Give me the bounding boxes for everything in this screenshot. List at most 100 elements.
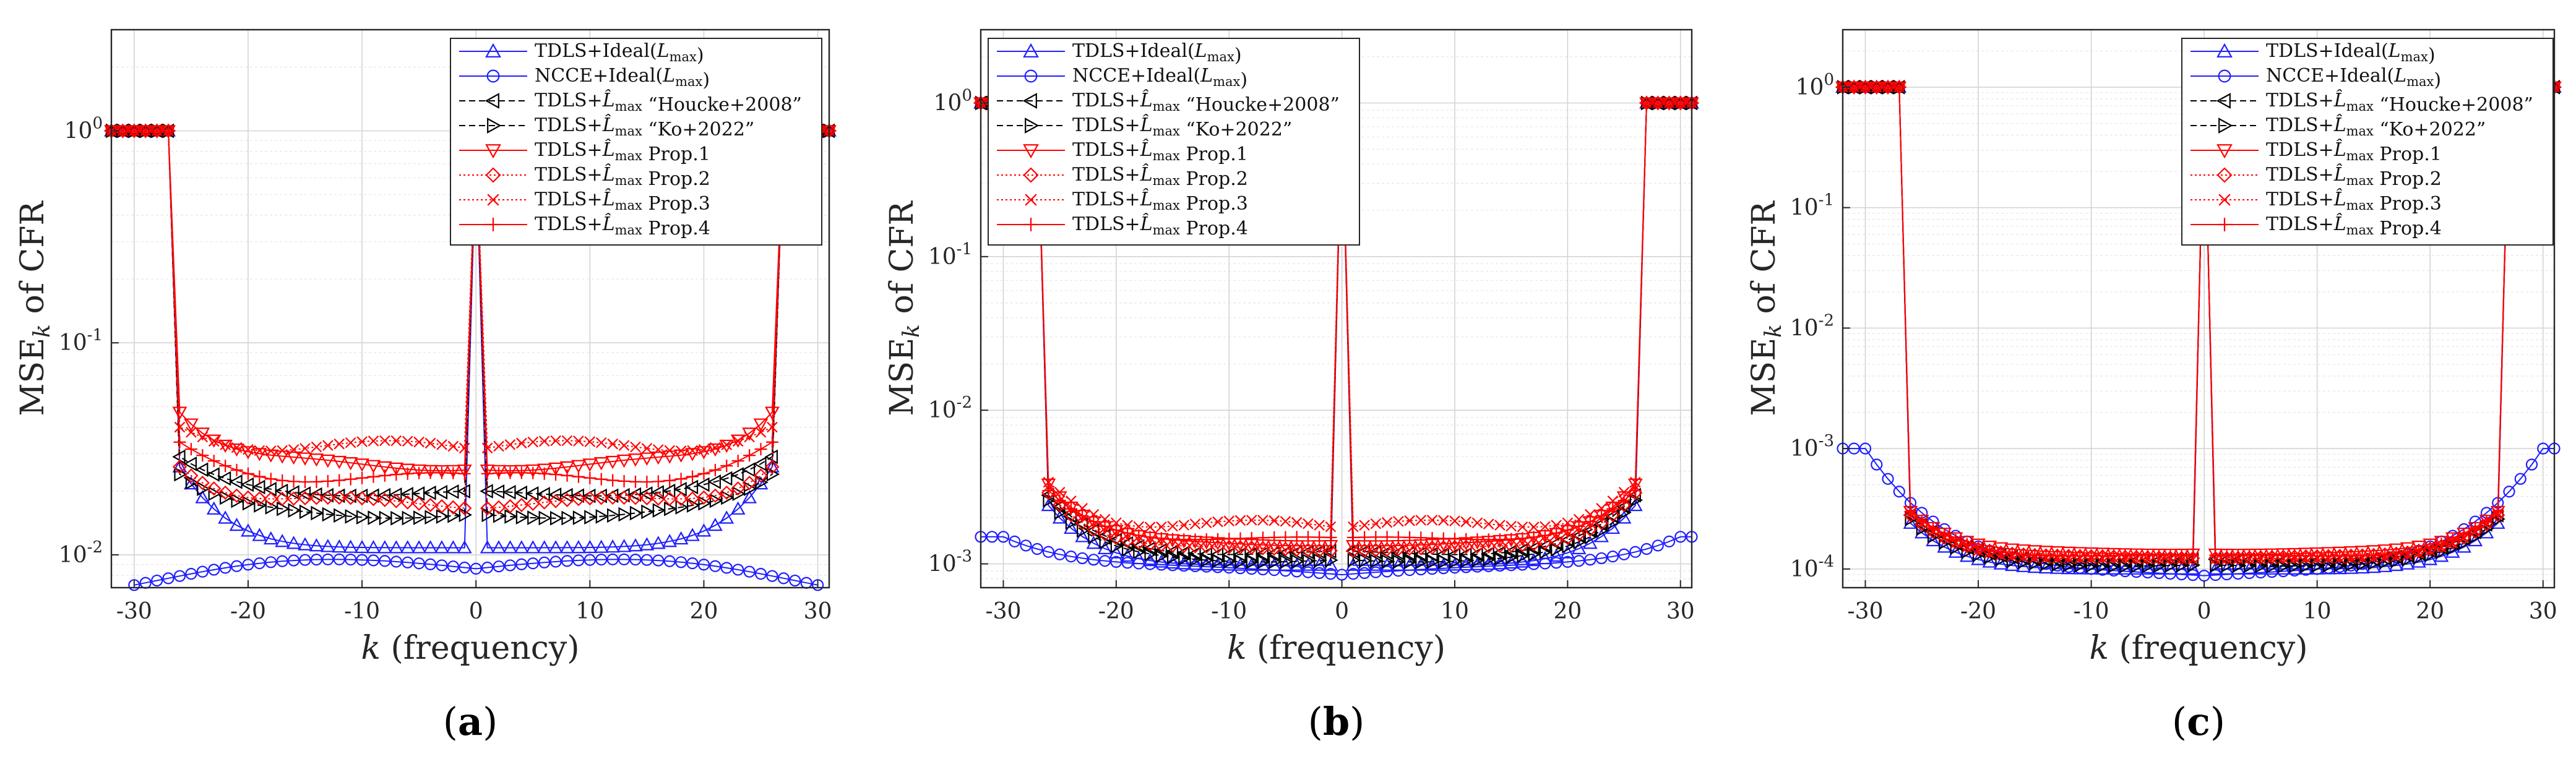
- data-point: [207, 481, 222, 496]
- data-point: [549, 510, 564, 526]
- data-point: [184, 418, 199, 432]
- data-point: [263, 531, 278, 545]
- data-point: [413, 510, 427, 525]
- axes-frame: [1842, 28, 2556, 589]
- data-point: [1573, 534, 1587, 550]
- data-point: [2457, 539, 2471, 553]
- data-point: [2332, 560, 2348, 575]
- data-point: [265, 445, 277, 457]
- data-point: [515, 558, 528, 570]
- data-point: [1120, 548, 1135, 562]
- data-point: [1381, 554, 1395, 569]
- data-point: [231, 442, 243, 453]
- data-point: [1313, 531, 1326, 544]
- data-point: [2108, 549, 2121, 562]
- data-point: [1278, 542, 1293, 557]
- data-point: [1994, 546, 2007, 559]
- data-point: [538, 467, 551, 480]
- data-point: [561, 555, 574, 567]
- data-point: [424, 510, 438, 525]
- data-point: [1064, 501, 1079, 515]
- data-point: [206, 434, 222, 448]
- data-point: [1481, 539, 1496, 554]
- data-point: [208, 564, 220, 576]
- data-point: [379, 510, 393, 526]
- data-point: [1971, 538, 1986, 552]
- data-point: [1436, 540, 1451, 555]
- data-point: [252, 479, 265, 495]
- legend-label: TDLS+Ideal(Lmax): [1072, 40, 1242, 66]
- data-point: [197, 481, 210, 496]
- data-point: [435, 466, 448, 479]
- legend-label: NCCE+Ideal(Lmax): [535, 65, 710, 91]
- data-point: [1257, 515, 1269, 526]
- series-prop4: [105, 124, 835, 489]
- data-point: [686, 498, 700, 513]
- data-point: [1189, 518, 1201, 530]
- data-point: [1302, 566, 1314, 578]
- data-point: [297, 486, 311, 501]
- legend-item-prop2: TDLS+L̂max Prop.2: [997, 164, 1248, 190]
- data-point: [491, 500, 506, 515]
- axes-frame: [980, 28, 1693, 589]
- legend: TDLS+Ideal(Lmax)NCCE+Ideal(Lmax)TDLS+L̂m…: [988, 38, 1360, 246]
- x-tick-label: -10: [344, 599, 380, 624]
- legend-label: TDLS+L̂max Prop.1: [2266, 139, 2442, 165]
- data-point: [2231, 549, 2244, 562]
- data-point: [514, 485, 527, 500]
- legend-item-ko: TDLS+L̂max “Ko+2022”: [459, 114, 754, 140]
- data-point: [1415, 554, 1429, 570]
- data-point: [1167, 520, 1178, 532]
- data-point: [1132, 529, 1145, 542]
- data-point: [230, 463, 243, 476]
- data-point: [1313, 567, 1325, 580]
- data-point: [1267, 541, 1282, 556]
- data-point: [616, 454, 632, 468]
- data-point: [584, 510, 598, 525]
- legend-label: NCCE+Ideal(Lmax): [2266, 65, 2441, 91]
- data-point: [1560, 545, 1575, 559]
- data-point: [1279, 531, 1292, 544]
- legend-label: TDLS+L̂max Prop.4: [1072, 213, 1248, 239]
- data-point: [423, 497, 438, 512]
- data-point: [2480, 514, 2493, 527]
- data-point: [1937, 539, 1952, 553]
- data-point: [2423, 538, 2438, 552]
- data-point: [1640, 96, 1653, 109]
- data-point: [1618, 548, 1630, 560]
- data-point: [389, 540, 404, 554]
- legend-label: TDLS+L̂max “Ko+2022”: [2266, 114, 2486, 140]
- data-point: [2311, 549, 2324, 562]
- data-point: [457, 540, 472, 554]
- data-point: [536, 463, 552, 477]
- data-point: [516, 437, 527, 449]
- data-point: [252, 491, 267, 506]
- data-point: [1926, 524, 1941, 539]
- data-point: [582, 458, 598, 472]
- legend-label: TDLS+Ideal(Lmax): [2266, 40, 2436, 66]
- data-point: [730, 501, 746, 515]
- data-point: [173, 435, 186, 448]
- data-point: [1674, 531, 1687, 543]
- legend: TDLS+Ideal(Lmax)NCCE+Ideal(Lmax) TDLS+L̂m…: [2181, 38, 2554, 246]
- data-point: [356, 554, 368, 566]
- data-point: [333, 553, 345, 565]
- data-point: [1359, 520, 1370, 531]
- data-point: [639, 452, 655, 466]
- data-point: [1280, 516, 1291, 527]
- legend-item-prop4: TDLS+L̂max Prop.4: [459, 213, 710, 239]
- data-point: [334, 508, 347, 523]
- data-point: [1392, 554, 1406, 569]
- data-point: [2085, 549, 2098, 562]
- legend-label: TDLS+L̂max “Houcke+2008”: [535, 90, 802, 116]
- data-point: [1086, 522, 1101, 537]
- data-point: [561, 435, 573, 447]
- data-point: [618, 553, 631, 565]
- data-point: [321, 490, 335, 505]
- data-point: [502, 499, 518, 513]
- data-point: [514, 540, 529, 554]
- x-axis-label: k (frequency): [1227, 630, 1445, 667]
- data-point: [2446, 533, 2459, 546]
- data-point: [2221, 558, 2234, 573]
- data-point: [320, 539, 335, 552]
